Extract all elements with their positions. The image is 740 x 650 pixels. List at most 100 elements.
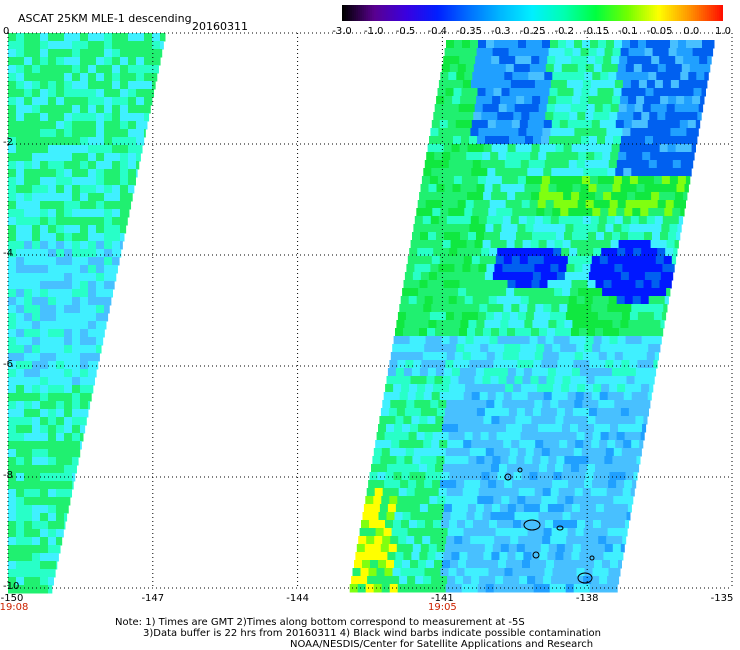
data-cell [500,320,509,329]
data-cell [511,528,521,537]
data-cell [56,161,65,170]
data-cell [622,488,632,497]
data-cell [527,440,536,449]
data-cell [617,248,626,257]
data-cell [485,448,495,457]
data-cell [370,560,379,569]
data-cell [72,73,81,82]
data-cell [80,153,89,162]
data-cell [627,280,636,289]
data-cell [576,160,586,169]
data-cell [16,153,25,162]
data-cell [16,241,25,250]
data-cell [588,232,597,241]
data-cell [458,424,467,433]
data-cell [496,480,505,489]
data-cell [595,368,605,377]
data-cell [494,80,504,89]
data-cell [72,409,81,418]
data-cell [355,552,364,561]
data-cell [48,257,57,266]
data-cell [579,368,589,377]
data-cell [466,376,475,385]
data-cell [567,392,577,401]
data-cell [136,169,138,178]
data-cell [494,40,503,49]
data-cell [88,257,97,266]
data-cell [481,384,490,393]
data-cell [48,161,57,170]
data-cell [623,392,633,401]
data-cell [380,544,390,553]
data-cell [612,48,622,57]
data-cell [32,249,41,258]
data-cell [527,256,537,265]
data-cell [616,160,626,169]
color-scale-segment [616,5,620,21]
data-cell [499,280,508,289]
data-cell [416,480,425,489]
data-cell [407,576,416,585]
data-cell [621,448,631,457]
data-cell [628,48,638,57]
data-cell [8,289,17,298]
color-scale-segment [694,5,698,21]
data-cell [16,113,25,122]
data-cell [512,432,522,441]
data-cell [80,65,89,74]
data-cell [519,440,528,449]
data-cell [32,401,41,410]
data-cell [469,448,479,457]
data-cell [547,280,556,289]
data-cell [152,49,161,58]
data-cell [486,264,495,273]
data-cell [574,264,583,273]
data-cell [572,184,581,193]
data-cell [626,288,635,297]
data-cell [598,400,607,409]
data-cell [641,248,650,257]
data-cell [523,416,532,425]
data-cell [658,152,667,161]
data-cell [389,584,399,593]
data-cell [602,376,611,385]
data-cell [88,233,97,242]
data-cell [583,256,593,265]
data-cell [604,272,614,281]
data-cell [434,240,444,249]
data-cell [429,136,438,145]
color-scale-segment [488,5,491,21]
color-scale-segment [604,5,608,21]
data-cell [16,377,25,386]
data-cell [599,256,609,265]
data-cell [535,440,544,449]
data-cell [507,416,516,425]
data-cell [120,57,129,66]
data-cell [16,369,25,378]
data-cell [56,249,65,258]
data-cell [481,248,490,257]
data-cell [8,425,17,434]
data-cell [449,64,459,73]
data-cell [453,312,463,321]
data-cell [560,568,569,577]
data-cell [104,49,113,58]
data-cell [56,313,65,322]
data-cell [80,233,89,242]
data-cell [459,328,468,337]
data-cell [595,552,604,561]
data-cell [461,496,470,505]
data-cell [499,464,508,473]
data-cell [568,432,578,441]
data-cell [64,185,73,194]
data-cell [627,144,637,153]
data-cell [481,520,490,529]
data-cell [528,208,537,217]
color-scale-segment [574,5,578,21]
data-cell [438,536,447,545]
data-cell [612,96,621,105]
data-cell [80,305,89,314]
data-cell [8,361,17,370]
data-cell [447,120,457,129]
data-cell [498,560,507,569]
